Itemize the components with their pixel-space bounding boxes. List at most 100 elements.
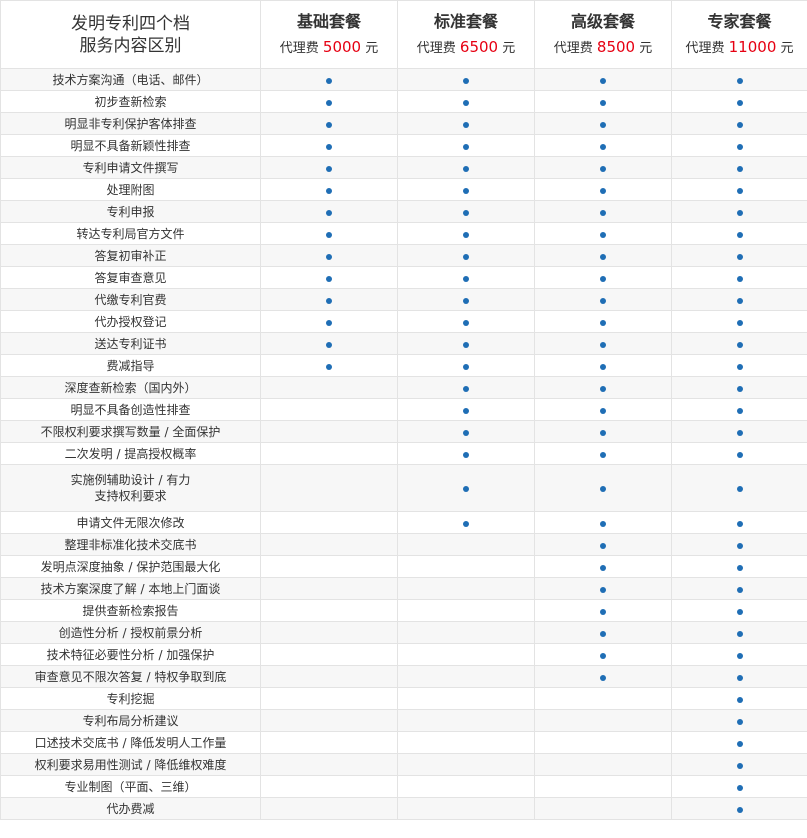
bullet-dot-icon	[463, 451, 469, 458]
plan-comparison-table: 发明专利四个档 服务内容区别 基础套餐 代理费 5000 元 标准套餐 代理费 …	[0, 0, 807, 820]
feature-label: 明显不具备新颖性排查	[70, 138, 191, 153]
bullet-dot-icon	[600, 121, 606, 128]
bullet-dot-icon	[600, 608, 606, 615]
plan-price: 代理费 11000 元	[672, 38, 807, 58]
bullet-dot-icon	[463, 385, 469, 392]
table-title-cell: 发明专利四个档 服务内容区别	[0, 0, 261, 69]
plan-price: 代理费 6500 元	[398, 38, 534, 58]
bullet-dot-icon	[600, 652, 606, 659]
plan-feature-cell	[534, 200, 672, 223]
plan-feature-cell	[671, 775, 807, 798]
table-row: 申请文件无限次修改	[0, 511, 807, 534]
bullet-dot-icon	[600, 275, 606, 282]
plan-feature-cell	[534, 244, 672, 267]
plan-feature-cell	[534, 288, 672, 311]
plan-feature-cell	[671, 398, 807, 421]
bullet-dot-icon	[600, 143, 606, 150]
table-row: 发明点深度抽象 / 保护范围最大化	[0, 555, 807, 578]
feature-label-cell: 创造性分析 / 授权前景分析	[0, 621, 261, 644]
bullet-dot-icon	[736, 696, 743, 703]
plan-feature-cell	[397, 310, 535, 333]
plan-feature-cell	[534, 687, 672, 710]
feature-label: 处理附图	[106, 182, 155, 197]
table-row: 整理非标准化技术交底书	[0, 533, 807, 556]
plan-feature-cell	[671, 266, 807, 289]
feature-label: 申请文件无限次修改	[76, 515, 185, 530]
feature-label-cell: 专业制图（平面、三维）	[0, 775, 261, 798]
plan-feature-cell	[260, 797, 398, 820]
table-row: 代办费减	[0, 797, 807, 820]
bullet-dot-icon	[736, 297, 743, 304]
bullet-dot-icon	[326, 253, 332, 260]
plan-feature-cell	[260, 555, 398, 578]
bullet-dot-icon	[736, 363, 743, 370]
table-header-row: 发明专利四个档 服务内容区别 基础套餐 代理费 5000 元 标准套餐 代理费 …	[0, 0, 807, 69]
plan-feature-cell	[671, 376, 807, 399]
bullet-dot-icon	[600, 319, 606, 326]
bullet-dot-icon	[326, 121, 332, 128]
plan-feature-cell	[260, 753, 398, 776]
plan-feature-cell	[397, 398, 535, 421]
feature-label-cell: 专利挖掘	[0, 687, 261, 710]
plan-name: 专家套餐	[707, 11, 772, 31]
plan-feature-cell	[671, 112, 807, 135]
feature-label: 创造性分析 / 授权前景分析	[58, 625, 203, 640]
feature-label: 答复审查意见	[94, 270, 167, 285]
bullet-dot-icon	[600, 341, 606, 348]
feature-label-cell: 代办费减	[0, 797, 261, 820]
feature-label-cell: 不限权利要求撰写数量 / 全面保护	[0, 420, 261, 443]
table-row: 审查意见不限次答复 / 特权争取到底	[0, 665, 807, 688]
plan-feature-cell	[260, 533, 398, 556]
plan-feature-cell	[397, 621, 535, 644]
bullet-dot-icon	[463, 253, 469, 260]
feature-label: 实施例辅助设计 / 有力	[70, 473, 191, 487]
plan-feature-cell	[260, 90, 398, 113]
bullet-dot-icon	[326, 209, 332, 216]
bullet-dot-icon	[463, 187, 469, 194]
plan-feature-cell	[397, 533, 535, 556]
price-amount: 6500	[459, 37, 499, 56]
plan-feature-cell	[260, 376, 398, 399]
bullet-dot-icon	[326, 319, 332, 326]
bullet-dot-icon	[600, 77, 606, 84]
table-row: 处理附图	[0, 178, 807, 201]
bullet-dot-icon	[463, 363, 469, 370]
feature-label-cell: 初步查新检索	[0, 90, 261, 113]
feature-label-cell: 明显非专利保护客体排查	[0, 112, 261, 135]
plan-feature-cell	[260, 643, 398, 666]
bullet-dot-icon	[463, 341, 469, 348]
plan-feature-cell	[534, 797, 672, 820]
plan-feature-cell	[671, 90, 807, 113]
bullet-dot-icon	[736, 429, 743, 436]
feature-label: 转达专利局官方文件	[76, 226, 185, 241]
bullet-dot-icon	[600, 451, 606, 458]
plan-feature-cell	[397, 112, 535, 135]
bullet-dot-icon	[463, 231, 469, 238]
plan-feature-cell	[397, 244, 535, 267]
bullet-dot-icon	[736, 121, 743, 128]
plan-name: 基础套餐	[296, 11, 361, 31]
plan-feature-cell	[534, 420, 672, 443]
bullet-dot-icon	[600, 99, 606, 106]
table-row: 明显非专利保护客体排查	[0, 112, 807, 135]
feature-label-cell: 权利要求易用性测试 / 降低维权难度	[0, 753, 261, 776]
feature-label: 深度查新检索（国内外）	[64, 380, 197, 395]
plan-feature-cell	[260, 775, 398, 798]
feature-label: 技术特征必要性分析 / 加强保护	[46, 647, 215, 662]
plan-feature-cell	[534, 464, 672, 512]
plan-feature-cell	[260, 420, 398, 443]
plan-feature-cell	[534, 112, 672, 135]
plan-feature-cell	[534, 753, 672, 776]
table-row: 答复初审补正	[0, 244, 807, 267]
plan-feature-cell	[260, 266, 398, 289]
plan-price: 代理费 8500 元	[535, 38, 671, 58]
feature-label: 支持权利要求	[94, 489, 167, 503]
plan-feature-cell	[671, 178, 807, 201]
plan-feature-cell	[534, 376, 672, 399]
plan-feature-cell	[260, 244, 398, 267]
plan-feature-cell	[397, 599, 535, 622]
plan-feature-cell	[534, 266, 672, 289]
table-row: 专利申请文件撰写	[0, 156, 807, 179]
bullet-dot-icon	[736, 253, 743, 260]
plan-name: 标准套餐	[433, 11, 498, 31]
